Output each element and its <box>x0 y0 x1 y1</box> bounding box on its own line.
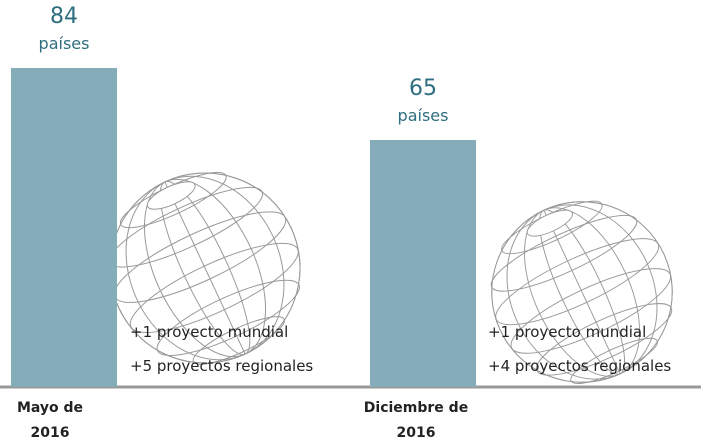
value-label: 84 <box>50 3 78 29</box>
annotation: +1 proyecto mundial <box>488 323 647 341</box>
x-tick-label: Diciembre de 2016 <box>363 400 469 441</box>
bar <box>370 140 476 387</box>
annotation: +4 proyectos regionales <box>488 357 672 375</box>
bar <box>11 67 117 387</box>
value-unit: países <box>38 33 90 53</box>
annotation: +1 proyecto mundial <box>130 323 289 341</box>
value-unit: países <box>397 106 449 125</box>
annotation: +5 proyectos regionales <box>130 357 314 375</box>
x-tick-label: Mayo de 2016 <box>16 400 84 441</box>
globe <box>461 171 701 413</box>
value-label: 65 <box>409 76 437 101</box>
